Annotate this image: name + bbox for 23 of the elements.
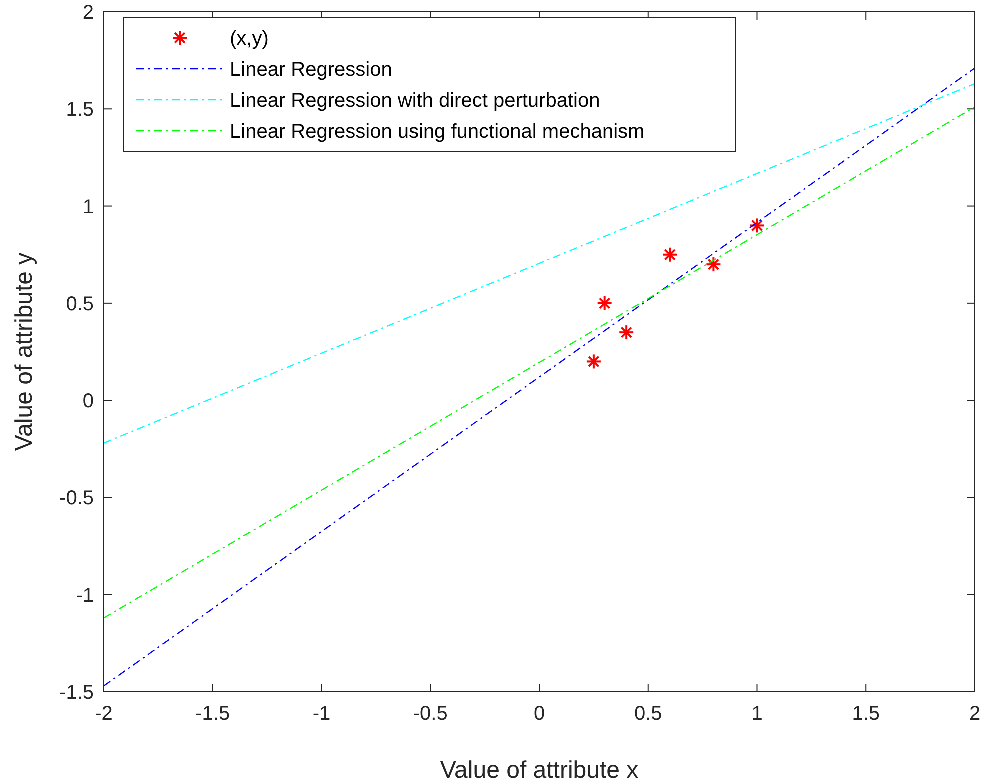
y-tick-label: -0.5 (60, 488, 94, 510)
x-tick-label: -1 (312, 703, 331, 725)
legend-label: Linear Regression (230, 59, 392, 81)
y-tick-label: 2 (82, 2, 94, 24)
y-tick-label: -1 (76, 584, 94, 607)
y-tick-label: 1.5 (66, 99, 94, 122)
y-tick-label: -1.5 (60, 682, 94, 704)
x-tick-label: -1.5 (196, 703, 230, 725)
y-axis-title: Value of attribute y (11, 252, 38, 452)
y-tick-label: 0 (82, 390, 94, 413)
x-tick-label: 0 (534, 703, 546, 725)
x-tick-label: 1 (752, 703, 763, 725)
x-tick-label: -2 (95, 703, 113, 725)
y-tick-label: 1 (82, 196, 94, 218)
x-tick-label: 0.5 (634, 703, 662, 725)
x-tick-label: -0.5 (413, 703, 448, 725)
legend-label: Linear Regression using functional mechanism (230, 121, 645, 143)
x-axis-title: Value of attribute x (440, 757, 639, 784)
x-tick-label: 2 (969, 703, 981, 725)
legend-label: Linear Regression with direct perturbation (230, 90, 600, 112)
x-tick-label: 1.5 (852, 703, 880, 725)
y-tick-label: 0.5 (66, 293, 94, 316)
legend-label: (x,y) (230, 28, 269, 50)
